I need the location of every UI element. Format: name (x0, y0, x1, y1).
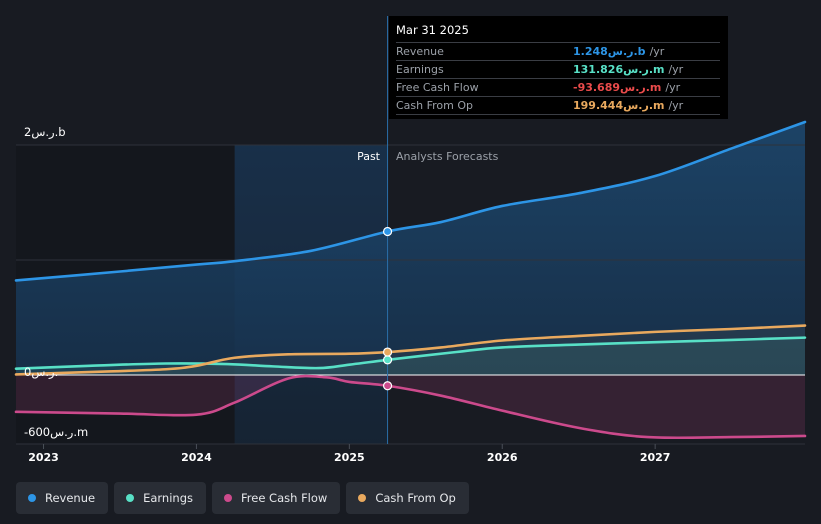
forecast-label: Analysts Forecasts (396, 150, 499, 163)
legend-label: Earnings (143, 491, 193, 505)
y-label-bottom: -600ر.س.m (24, 425, 88, 440)
legend-label: Cash From Op (375, 491, 456, 505)
tooltip-value: 199.444ر.س.m (573, 99, 665, 112)
cash-from-op-dot-icon (358, 494, 367, 502)
free-cash-flow-marker (382, 381, 393, 391)
free-cash-flow-area (16, 375, 805, 438)
tooltip-value: 1.248ر.س.b (573, 45, 646, 58)
tooltip: Mar 31 2025 Revenue 1.248ر.س.b /yr Earni… (389, 16, 728, 119)
earnings-dot-icon (126, 494, 135, 502)
tooltip-label: Revenue (396, 45, 444, 58)
tooltip-label: Free Cash Flow (396, 81, 479, 94)
legend-free-cash-flow[interactable]: Free Cash Flow (212, 482, 341, 514)
legend-cash-from-op[interactable]: Cash From Op (346, 482, 469, 514)
x-tick-label: 2023 (28, 451, 59, 464)
earnings-area (16, 337, 805, 375)
tooltip-unit: /yr (665, 81, 681, 94)
cash-from-op-marker (382, 347, 393, 357)
tooltip-value: 131.826ر.س.m (573, 63, 665, 76)
legend-earnings[interactable]: Earnings (114, 482, 206, 514)
tooltip-value: -93.689ر.س.m (573, 81, 662, 94)
revenue-line (14, 120, 807, 282)
tooltip-unit: /yr (668, 99, 684, 112)
x-tick-label: 2024 (181, 451, 212, 464)
tooltip-row-fcf: Free Cash Flow -93.689ر.س.m /yr (396, 78, 720, 96)
x-tick-label: 2026 (487, 451, 518, 464)
y-label-top: 2ر.س.b (24, 125, 66, 140)
free-cash-flow-line (14, 374, 807, 440)
legend-revenue[interactable]: Revenue (16, 482, 109, 514)
tooltip-label: Cash From Op (396, 99, 474, 112)
x-tick-label: 2025 (334, 451, 365, 464)
revenue-dot-icon (28, 494, 36, 502)
free-cash-flow-dot-icon (224, 494, 232, 502)
earnings-marker (382, 355, 393, 365)
y-label-zero: 0ر.س. (24, 365, 58, 380)
tooltip-unit: /yr (668, 63, 684, 76)
past-label: Past (357, 150, 381, 163)
cash-from-op-line (14, 324, 807, 376)
tooltip-label: Earnings (396, 63, 444, 76)
tooltip-date: Mar 31 2025 (396, 23, 469, 37)
legend-label: Free Cash Flow (241, 491, 328, 505)
legend: Revenue Earnings Free Cash Flow Cash Fro… (16, 482, 469, 514)
earnings-line (14, 336, 807, 370)
tooltip-row-cfo: Cash From Op 199.444ر.س.m /yr (396, 96, 720, 115)
x-tick-label: 2027 (640, 451, 671, 464)
tooltip-row-earnings: Earnings 131.826ر.س.m /yr (396, 60, 720, 78)
tooltip-row-revenue: Revenue 1.248ر.س.b /yr (396, 42, 720, 60)
revenue-marker (382, 226, 393, 237)
tooltip-unit: /yr (649, 45, 665, 58)
legend-label: Revenue (45, 491, 96, 505)
revenue-area (16, 122, 805, 375)
